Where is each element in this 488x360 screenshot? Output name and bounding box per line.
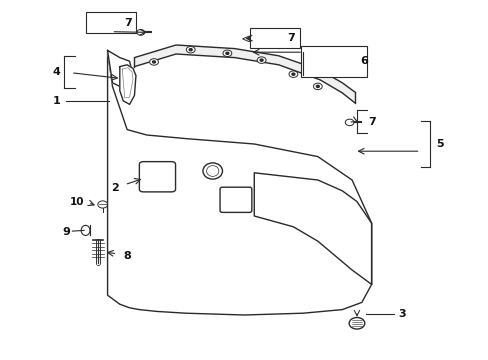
Text: 1: 1: [52, 96, 60, 106]
Text: 8: 8: [123, 251, 131, 261]
FancyBboxPatch shape: [220, 187, 251, 212]
Ellipse shape: [81, 225, 90, 235]
Circle shape: [225, 52, 228, 54]
Circle shape: [186, 46, 195, 53]
Text: 4: 4: [52, 67, 60, 77]
Circle shape: [313, 83, 322, 90]
FancyBboxPatch shape: [300, 46, 366, 77]
Text: 3: 3: [397, 309, 405, 319]
Polygon shape: [107, 50, 132, 86]
Ellipse shape: [206, 166, 219, 176]
Ellipse shape: [203, 163, 222, 179]
Text: 2: 2: [111, 183, 119, 193]
Circle shape: [288, 71, 297, 77]
Circle shape: [223, 50, 231, 57]
Circle shape: [189, 49, 192, 51]
Text: 10: 10: [70, 197, 84, 207]
Text: 6: 6: [360, 56, 367, 66]
Circle shape: [316, 85, 319, 87]
Circle shape: [149, 59, 158, 65]
Circle shape: [98, 201, 107, 208]
Text: 7: 7: [124, 18, 132, 28]
Polygon shape: [120, 65, 136, 104]
Circle shape: [345, 119, 353, 126]
FancyBboxPatch shape: [139, 162, 175, 192]
Circle shape: [260, 59, 263, 61]
Circle shape: [257, 57, 265, 63]
Polygon shape: [107, 50, 371, 315]
Text: 7: 7: [286, 33, 294, 43]
FancyBboxPatch shape: [86, 12, 136, 33]
Polygon shape: [254, 173, 371, 284]
FancyBboxPatch shape: [249, 28, 300, 48]
Circle shape: [291, 73, 294, 75]
Circle shape: [152, 61, 155, 63]
Circle shape: [348, 318, 364, 329]
Text: 9: 9: [62, 227, 70, 237]
Text: 7: 7: [368, 117, 376, 127]
Circle shape: [137, 30, 144, 35]
Polygon shape: [134, 45, 354, 103]
Polygon shape: [242, 36, 249, 42]
Text: 5: 5: [435, 139, 443, 149]
